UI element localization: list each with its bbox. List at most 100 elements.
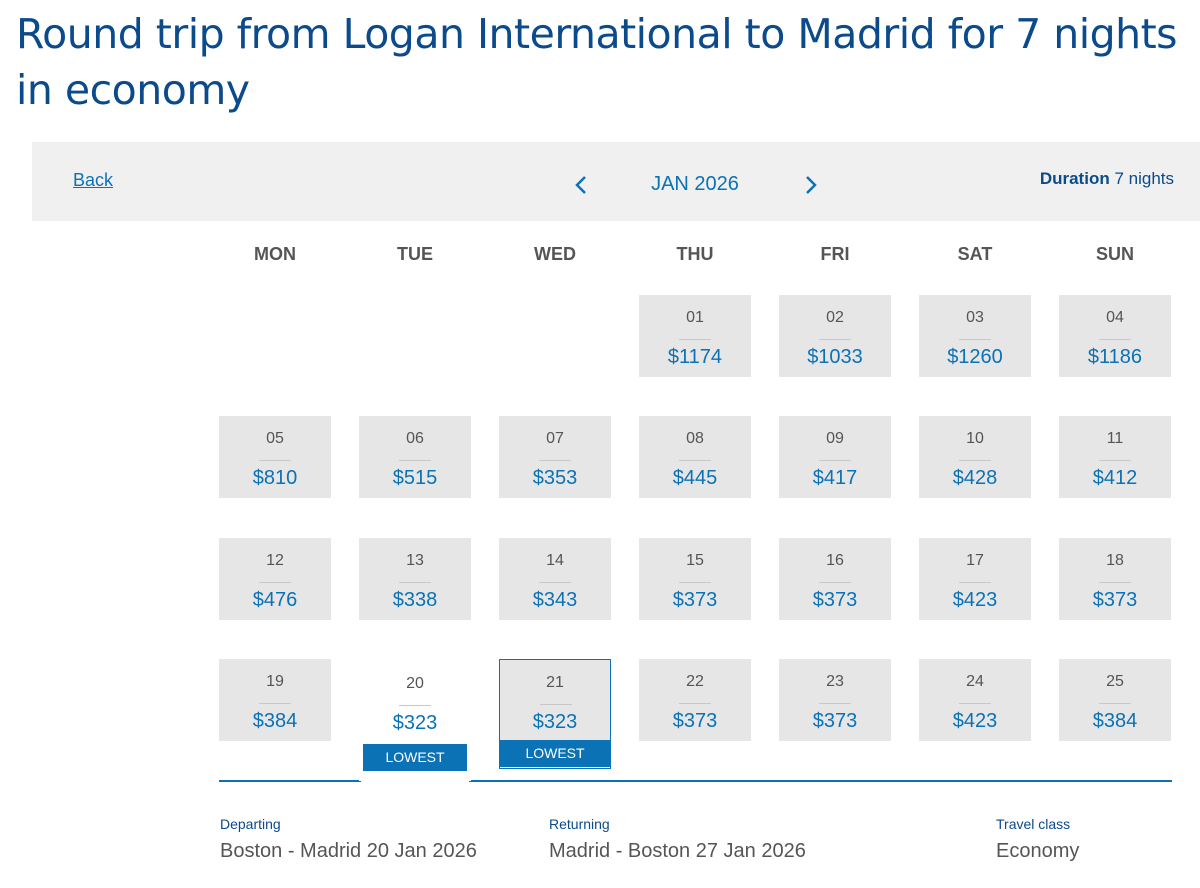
day-cell[interactable]: 03 $1260	[919, 295, 1031, 377]
duration-value: 7 nights	[1114, 169, 1174, 188]
day-cell[interactable]: 07 $353	[499, 416, 611, 498]
day-cell[interactable]: 25 $384	[1059, 659, 1171, 741]
price: $343	[532, 589, 578, 611]
day-number: 21	[546, 674, 564, 691]
day-cell[interactable]: 17 $423	[919, 538, 1031, 620]
day-cell[interactable]: 23 $373	[779, 659, 891, 741]
divider	[959, 582, 991, 583]
day-number: 12	[266, 552, 284, 569]
price: $810	[252, 467, 298, 489]
weekday: WED	[534, 244, 576, 264]
day-number: 24	[966, 673, 984, 690]
day-number: 08	[686, 430, 704, 447]
divider	[539, 460, 571, 461]
divider	[540, 704, 572, 705]
day-cell[interactable]: 06 $515	[359, 416, 471, 498]
day-cell[interactable]: 04 $1186	[1059, 295, 1171, 377]
day-cell[interactable]: 22 $373	[639, 659, 751, 741]
day-cell[interactable]: 18 $373	[1059, 538, 1171, 620]
day-number: 07	[546, 430, 564, 447]
day-cell[interactable]: 09 $417	[779, 416, 891, 498]
price: $1186	[1087, 346, 1143, 368]
day-number: 19	[266, 673, 284, 690]
title: Round trip from Logan International to M…	[16, 10, 1178, 114]
day-number: 11	[1106, 430, 1124, 447]
day-cell[interactable]: 12 $476	[219, 538, 331, 620]
price: $412	[1092, 467, 1138, 489]
divider	[959, 339, 991, 340]
prev-month[interactable]	[572, 174, 590, 196]
lowest-badge: LOWEST	[363, 744, 467, 771]
day-cell[interactable]: 14 $343	[499, 538, 611, 620]
day-cell[interactable]: 05 $810	[219, 416, 331, 498]
day-cell[interactable]: 08 $445	[639, 416, 751, 498]
price: $323	[392, 712, 438, 734]
price: $384	[252, 710, 298, 732]
divider	[679, 339, 711, 340]
divider	[819, 339, 851, 340]
day-number: 06	[406, 430, 424, 447]
day-number: 23	[826, 673, 844, 690]
divider	[1099, 703, 1131, 704]
price: $373	[1092, 589, 1138, 611]
divider	[679, 460, 711, 461]
day-number: 03	[966, 309, 984, 326]
duration: Duration 7 nights	[1040, 169, 1174, 189]
back-link[interactable]: Back	[73, 170, 114, 190]
divider	[819, 703, 851, 704]
divider	[259, 460, 291, 461]
price: $476	[252, 589, 298, 611]
day-number: 09	[826, 430, 844, 447]
weekday: SUN	[1095, 244, 1134, 264]
next-month[interactable]	[802, 174, 820, 196]
lowest-badge: LOWEST	[500, 740, 610, 767]
day-number: 10	[966, 430, 984, 447]
day-cell[interactable]: 19 $384	[219, 659, 331, 741]
day-number: 04	[1106, 309, 1124, 326]
weekday: MON	[254, 244, 296, 264]
day-cell[interactable]: 20 $323 LOWEST	[359, 659, 471, 781]
divider	[259, 703, 291, 704]
day-cell[interactable]: 15 $373	[639, 538, 751, 620]
trip-label: Departing	[220, 816, 281, 832]
divider	[399, 705, 431, 706]
day-cell[interactable]: 16 $373	[779, 538, 891, 620]
divider	[259, 582, 291, 583]
nav-bar	[32, 142, 1200, 221]
price: $1174	[667, 346, 723, 368]
price: $384	[1092, 710, 1138, 732]
duration-label: Duration	[1039, 169, 1110, 188]
divider	[959, 460, 991, 461]
divider	[1099, 460, 1131, 461]
trip-label: Travel class	[996, 816, 1071, 832]
price: $353	[532, 467, 578, 489]
day-number: 02	[826, 309, 844, 326]
cell-bg	[500, 660, 610, 740]
day-cell[interactable]: 11 $412	[1059, 416, 1171, 498]
weekday: FRI	[820, 244, 850, 264]
price: $373	[672, 589, 718, 611]
day-number: 22	[686, 673, 704, 690]
day-number: 17	[966, 552, 984, 569]
day-cell[interactable]: 02 $1033	[779, 295, 891, 377]
price: $445	[672, 467, 718, 489]
month-label: JAN 2026	[651, 173, 739, 195]
day-number: 05	[266, 430, 284, 447]
day-number: 14	[546, 552, 564, 569]
day-cell[interactable]: 01 $1174	[639, 295, 751, 377]
day-cell[interactable]: 13 $338	[359, 538, 471, 620]
divider	[539, 582, 571, 583]
day-number: 20	[406, 675, 424, 692]
day-cell[interactable]: 21 $323 LOWEST	[499, 659, 611, 769]
day-cell[interactable]: 24 $423	[919, 659, 1031, 741]
price: $323	[532, 711, 578, 733]
divider	[399, 582, 431, 583]
day-number: 15	[686, 552, 704, 569]
price: $423	[952, 589, 998, 611]
day-cell[interactable]: 10 $428	[919, 416, 1031, 498]
weekday: THU	[676, 244, 714, 264]
price: $373	[672, 710, 718, 732]
price: $338	[392, 589, 438, 611]
weekday: TUE	[397, 244, 433, 264]
